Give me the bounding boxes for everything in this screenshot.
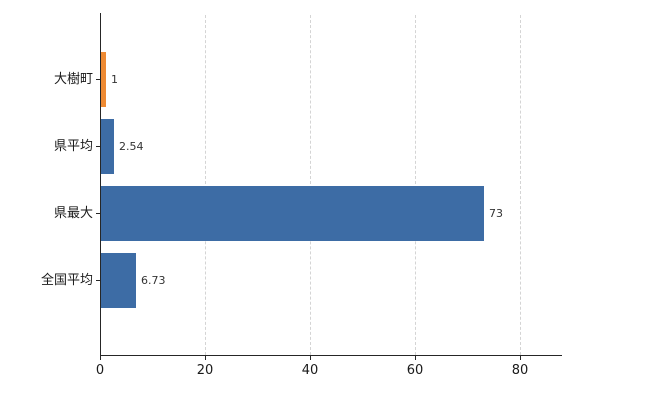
bar-value-label: 1 xyxy=(111,73,118,86)
bar xyxy=(101,119,114,174)
gridline xyxy=(310,15,311,355)
y-axis-line xyxy=(100,13,101,356)
x-axis-tick xyxy=(415,356,416,360)
x-axis-tick xyxy=(520,356,521,360)
x-tick-label: 60 xyxy=(406,363,424,378)
bar xyxy=(101,52,106,107)
category-label: 県平均 xyxy=(53,139,93,154)
y-axis-tick xyxy=(96,79,100,80)
bar-value-label: 73 xyxy=(489,207,503,220)
y-axis-tick xyxy=(96,280,100,281)
x-axis-tick xyxy=(205,356,206,360)
gridline xyxy=(520,15,521,355)
x-tick-label: 0 xyxy=(95,363,105,378)
category-label: 大樹町 xyxy=(53,72,93,87)
bar xyxy=(101,186,484,241)
x-tick-label: 80 xyxy=(511,363,529,378)
bar-value-label: 6.73 xyxy=(141,274,166,287)
category-label: 県最大 xyxy=(53,206,93,221)
gridline xyxy=(415,15,416,355)
bar-value-label: 2.54 xyxy=(119,140,144,153)
gridline xyxy=(205,15,206,355)
x-axis-tick xyxy=(100,356,101,360)
category-label: 全国平均 xyxy=(40,273,93,288)
bar xyxy=(101,253,136,308)
x-tick-label: 20 xyxy=(196,363,214,378)
x-axis-line xyxy=(100,355,562,356)
y-axis-tick xyxy=(96,146,100,147)
y-axis-tick xyxy=(96,213,100,214)
x-tick-label: 40 xyxy=(301,363,319,378)
x-axis-tick xyxy=(310,356,311,360)
